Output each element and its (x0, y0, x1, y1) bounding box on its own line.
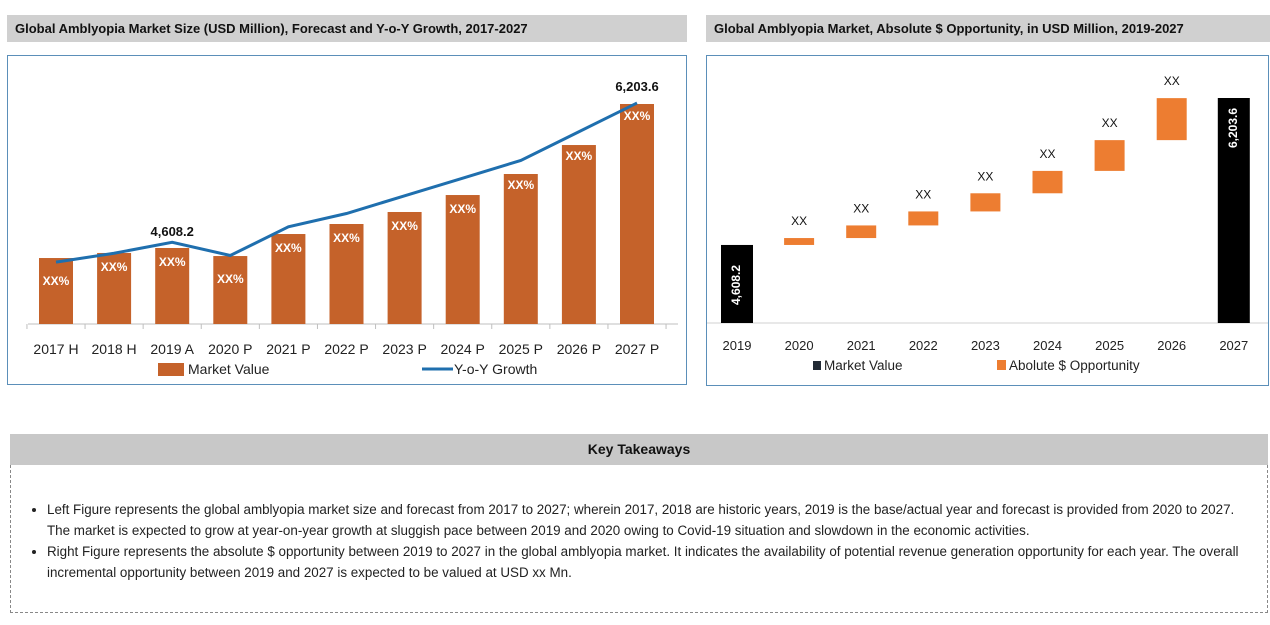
market-value-bar (561, 145, 596, 324)
opportunity-label: XX (977, 169, 993, 183)
bar-label: XX% (449, 202, 476, 216)
market-value-bar (97, 252, 132, 324)
market-value-bar (503, 174, 538, 324)
x-tick-label: 2018 H (92, 341, 137, 357)
x-tick-label: 2019 A (150, 341, 194, 357)
bar-label: XX% (391, 219, 418, 233)
bar-label: XX% (217, 272, 244, 286)
data-label: 6,203.6 (615, 79, 658, 94)
key-takeaways-heading: Key Takeaways (10, 434, 1268, 465)
key-takeaways-body: Left Figure represents the global amblyo… (10, 465, 1268, 613)
market-value-bar (213, 256, 248, 324)
market-size-chart-svg: XX% 2017 H XX% 2018 H XX% 2019 A XX% 2020 P XX% 2… (26, 79, 678, 377)
absolute-opportunity-chart-svg: 4,608.2 XX XX XX XX XX XX XX 6,203.6 2019 2020 2021… (707, 74, 1268, 373)
legend-swatch-market-value (158, 363, 184, 376)
opportunity-label: XX (1164, 74, 1180, 88)
x-tick-label: 2022 (909, 338, 938, 353)
x-tick-label: 2025 P (499, 341, 543, 357)
opportunity-label: XX (853, 201, 869, 215)
market-value-bar (329, 224, 364, 324)
x-tick-label: 2026 (1157, 338, 1186, 353)
x-tick-label: 2019 (723, 338, 752, 353)
x-tick-label: 2027 (1219, 338, 1248, 353)
opportunity-bar (970, 193, 1001, 212)
right-chart: 4,608.2 XX XX XX XX XX XX XX 6,203.6 2019 2020 2021… (706, 55, 1269, 386)
opportunity-label: XX (791, 214, 807, 228)
market-value-bar (155, 247, 190, 324)
x-tick-label: 2023 (971, 338, 1000, 353)
x-tick-label: 2026 P (557, 341, 601, 357)
legend-label: Y-o-Y Growth (454, 361, 537, 377)
opportunity-label: XX (915, 187, 931, 201)
bar-label: XX% (43, 274, 70, 288)
market-value-bar (271, 234, 306, 324)
opportunity-bar (1032, 170, 1063, 194)
x-tick-label: 2020 (785, 338, 814, 353)
opportunity-bar (1094, 140, 1125, 171)
opportunity-bar (908, 211, 939, 226)
x-tick-label: 2027 P (615, 341, 659, 357)
x-tick-label: 2021 (847, 338, 876, 353)
market-value-bar (387, 211, 422, 324)
x-tick-label: 2020 P (208, 341, 252, 357)
bar-label: XX% (101, 260, 128, 274)
bar-label: XX% (624, 109, 651, 123)
bar-value-label: 4,608.2 (729, 265, 743, 305)
yoy-growth-line (55, 101, 638, 264)
left-chart: XX% 2017 H XX% 2018 H XX% 2019 A XX% 2020 P XX% 2… (7, 55, 687, 385)
opportunity-bar (846, 225, 877, 239)
legend-label: Abolute $ Opportunity (1009, 358, 1140, 373)
bar-label: XX% (566, 149, 593, 163)
left-chart-title: Global Amblyopia Market Size (USD Millio… (7, 15, 687, 42)
legend-label: Market Value (824, 358, 903, 373)
market-value-bar (620, 104, 654, 324)
bar-label: XX% (159, 255, 186, 269)
x-tick-label: 2023 P (382, 341, 426, 357)
market-value-bar (445, 195, 480, 324)
market-value-bar (721, 244, 753, 323)
legend-swatch-opportunity (997, 360, 1006, 370)
legend-swatch-market-value (813, 361, 821, 370)
x-tick-label: 2025 (1095, 338, 1124, 353)
x-tick-label: 2021 P (266, 341, 310, 357)
x-tick-label: 2024 P (441, 341, 485, 357)
bar-label: XX% (507, 178, 534, 192)
takeaway-bullet: Left Figure represents the global amblyo… (47, 499, 1259, 541)
data-label: 4,608.2 (151, 224, 194, 239)
x-tick-label: 2017 H (33, 341, 78, 357)
opportunity-label: XX (1039, 147, 1055, 161)
takeaway-bullet: Right Figure represents the absolute $ o… (47, 541, 1259, 583)
x-tick-label: 2024 (1033, 338, 1062, 353)
legend-label: Market Value (188, 361, 270, 377)
opportunity-label: XX (1102, 116, 1118, 130)
market-value-bar (39, 258, 73, 324)
opportunity-bar (784, 238, 815, 245)
bar-label: XX% (333, 231, 360, 245)
market-value-bar (1217, 98, 1250, 323)
bar-value-label: 6,203.6 (1226, 108, 1240, 148)
right-chart-title: Global Amblyopia Market, Absolute $ Oppo… (706, 15, 1270, 42)
opportunity-bar (1156, 98, 1187, 141)
x-tick-label: 2022 P (324, 341, 368, 357)
bar-label: XX% (275, 241, 302, 255)
